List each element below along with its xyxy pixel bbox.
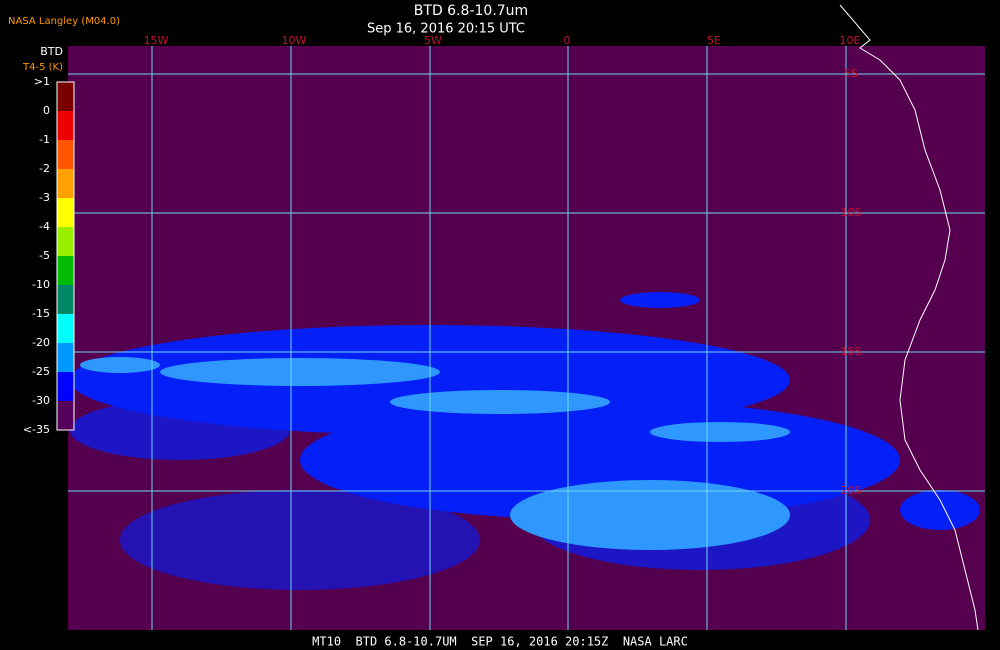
colorbar-title: BTD — [40, 45, 63, 58]
colorbar-segment — [57, 372, 74, 401]
latitude-label: 5S — [844, 67, 858, 80]
footer: MT10 BTD 6.8-10.7UM SEP 16, 2016 20:15Z … — [312, 635, 688, 649]
colorbar-segment — [57, 401, 74, 430]
longitude-label: 10E — [840, 34, 861, 47]
colorbar-segment — [57, 343, 74, 372]
longitude-label: 0 — [564, 34, 571, 47]
longitude-label: 10W — [282, 34, 307, 47]
colorbar-frame — [56, 81, 75, 431]
colorbar-label: >1 — [34, 75, 50, 88]
colorbar-label: -4 — [39, 220, 50, 233]
colorbar-segment — [57, 169, 74, 198]
colorbar-label: <-35 — [23, 423, 50, 436]
colorbar-label: -15 — [32, 307, 50, 320]
colorbar-label: 0 — [43, 104, 50, 117]
colorbar-label: -30 — [32, 394, 50, 407]
latitude-label: 15S — [841, 345, 862, 358]
title: BTD 6.8-10.7um — [414, 3, 528, 19]
colorbar-label: -25 — [32, 365, 50, 378]
colorbar: >1 0 -1 -2 -3 -4 -5 -10 -15 -20 -25 -30 <-35 — [23, 75, 75, 436]
colorbar-label: -2 — [39, 162, 50, 175]
agency-label: NASA Langley (M04.0) — [8, 16, 120, 27]
map: 15W 10W 5W 0 5E 10E 5S 10S 15S 20S — [68, 4, 985, 631]
colorbar-segment — [57, 285, 74, 314]
graticule — [68, 46, 985, 630]
longitude-label: 5E — [707, 34, 721, 47]
latitude-label: 20S — [841, 484, 862, 497]
colorbar-label: -3 — [39, 191, 50, 204]
longitude-label: 5W — [424, 34, 442, 47]
colorbar-label: -20 — [32, 336, 50, 349]
colorbar-units: T4-5 (K) — [22, 62, 63, 73]
latitude-label: 10S — [841, 206, 862, 219]
colorbar-label: -5 — [39, 249, 50, 262]
colorbar-segment — [57, 314, 74, 343]
colorbar-segment — [57, 111, 74, 140]
coastline — [839, 4, 979, 631]
subtitle: Sep 16, 2016 20:15 UTC — [367, 22, 525, 37]
colorbar-segment — [57, 227, 74, 256]
colorbar-label: -10 — [32, 278, 50, 291]
cold-cloud — [80, 357, 790, 550]
colorbar-label: -1 — [39, 133, 50, 146]
longitude-label: 15W — [144, 34, 169, 47]
colorbar-segment — [57, 256, 74, 285]
colorbar-segment — [57, 198, 74, 227]
colorbar-segment — [57, 82, 74, 111]
colorbar-segment — [57, 140, 74, 169]
